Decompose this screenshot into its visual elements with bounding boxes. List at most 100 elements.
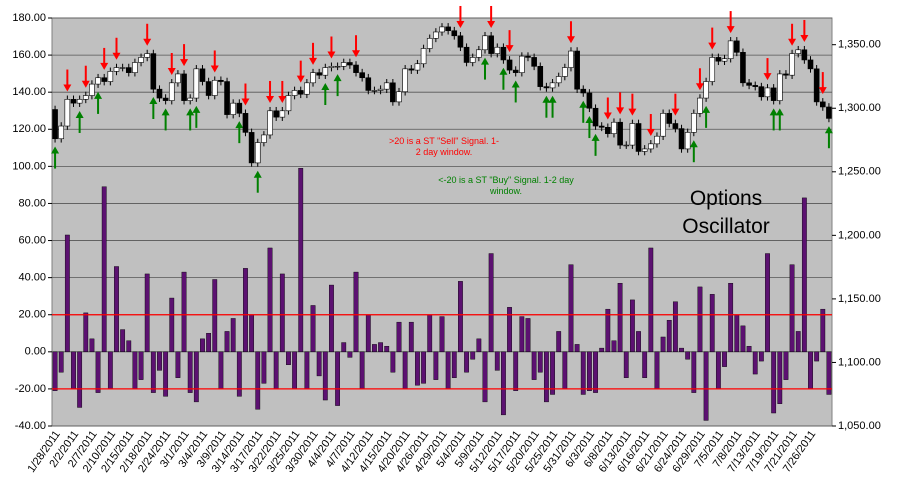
y-tick-label: 120.00 xyxy=(12,123,46,135)
candle-body xyxy=(525,55,531,58)
buy-arrow-head xyxy=(775,108,784,116)
oscillator-bar xyxy=(722,351,727,367)
oscillator-bar xyxy=(599,347,605,353)
oscillator-bar xyxy=(286,351,291,365)
buy-arrow-head xyxy=(333,74,342,82)
candle-body xyxy=(666,113,673,124)
oscillator-bar xyxy=(181,271,187,353)
candle-body xyxy=(328,65,335,68)
sell-arrow-head xyxy=(671,108,680,116)
oscillator-bar xyxy=(488,253,494,353)
candle-body xyxy=(181,73,187,101)
oscillator-bar xyxy=(292,351,297,390)
candle-body xyxy=(703,81,709,99)
candle-body xyxy=(568,50,574,68)
candle-body xyxy=(58,125,65,140)
oscillator-bar xyxy=(746,346,752,353)
candle-body xyxy=(113,67,120,72)
oscillator-bar xyxy=(525,318,531,353)
sell-arrow-head xyxy=(143,38,152,46)
oscillator-bar xyxy=(765,253,770,353)
sell-arrow-head xyxy=(327,51,336,59)
buy-arrow-head xyxy=(321,83,330,91)
candle-body xyxy=(224,81,230,115)
candle-body xyxy=(390,82,396,103)
candle-body xyxy=(383,82,390,90)
oscillator-bar xyxy=(660,336,666,353)
oscillator-bar xyxy=(255,351,261,410)
oscillator-bar xyxy=(384,346,390,353)
oscillator-bar xyxy=(734,314,740,353)
y-tick-label: 140.00 xyxy=(12,86,46,98)
oscillator-bar xyxy=(107,351,113,390)
oscillator-bar xyxy=(826,351,832,395)
sell-arrow-head xyxy=(456,20,465,28)
candle-body xyxy=(482,35,488,51)
candle-body xyxy=(193,68,200,99)
candle-body xyxy=(727,40,734,59)
oscillator-bar xyxy=(335,351,340,406)
oscillator-bar xyxy=(249,314,255,353)
oscillator-bar xyxy=(789,264,795,353)
y-tick-label: 160.00 xyxy=(12,49,46,61)
y-tick-label: 60.00 xyxy=(18,234,46,246)
oscillator-bar xyxy=(200,338,205,353)
buy-arrow-head xyxy=(769,108,778,116)
oscillator-bar xyxy=(114,266,119,353)
y-tick-label: 180.00 xyxy=(12,12,46,24)
y2-tick-label: 1,100.00 xyxy=(838,356,881,368)
sell-arrow-head xyxy=(210,65,219,73)
candle-body xyxy=(660,113,666,137)
candle-body xyxy=(187,97,193,101)
y-tick-label: -40.00 xyxy=(15,420,46,432)
candle-body xyxy=(494,46,501,54)
oscillator-bar xyxy=(617,283,623,353)
oscillator-bar xyxy=(715,351,721,390)
buy-arrow-head xyxy=(689,140,698,148)
oscillator-bar xyxy=(439,316,445,353)
oscillator-bar xyxy=(408,321,414,353)
oscillator-bar xyxy=(402,351,408,390)
y-tick-label: 80.00 xyxy=(18,197,46,209)
oscillator-bar xyxy=(808,351,813,390)
oscillator-bar xyxy=(347,351,353,358)
candle-body xyxy=(426,38,433,49)
candle-body xyxy=(199,68,206,82)
oscillator-bar xyxy=(421,351,426,384)
y2-tick-label: 1,050.00 xyxy=(838,420,881,432)
sell-arrow-head xyxy=(63,84,72,92)
buy-arrow-head xyxy=(548,95,557,103)
candle-body xyxy=(64,99,71,127)
oscillator-bar xyxy=(353,271,359,353)
oscillator-bar xyxy=(679,347,684,353)
oscillator-bar xyxy=(642,351,648,378)
oscillator-bar xyxy=(243,268,248,353)
sell-arrow-head xyxy=(726,26,735,34)
oscillator-bar xyxy=(273,351,279,390)
oscillator-bar xyxy=(482,351,488,403)
oscillator-bar xyxy=(494,351,500,371)
oscillator-bar xyxy=(89,338,95,353)
sell-arrow-head xyxy=(266,95,275,103)
candle-body xyxy=(365,77,372,91)
y-tick-label: -20.00 xyxy=(15,383,46,395)
buy-arrow-head xyxy=(511,80,520,88)
oscillator-bar xyxy=(316,351,322,377)
candle-body xyxy=(353,64,359,73)
candle-body xyxy=(371,90,378,92)
sell-arrow-head xyxy=(278,95,287,103)
oscillator-bar xyxy=(390,351,396,373)
candle-body xyxy=(789,53,795,76)
candle-body xyxy=(236,102,243,114)
sell-arrow-head xyxy=(788,38,797,46)
oscillator-bar xyxy=(519,316,525,353)
candle-body xyxy=(678,128,685,150)
oscillator-bar xyxy=(513,351,519,391)
candle-body xyxy=(175,73,181,84)
candle-body xyxy=(211,79,218,96)
oscillator-bar xyxy=(396,321,402,353)
candle-body xyxy=(242,113,249,133)
oscillator-bar xyxy=(427,314,433,353)
candle-body xyxy=(402,68,408,93)
